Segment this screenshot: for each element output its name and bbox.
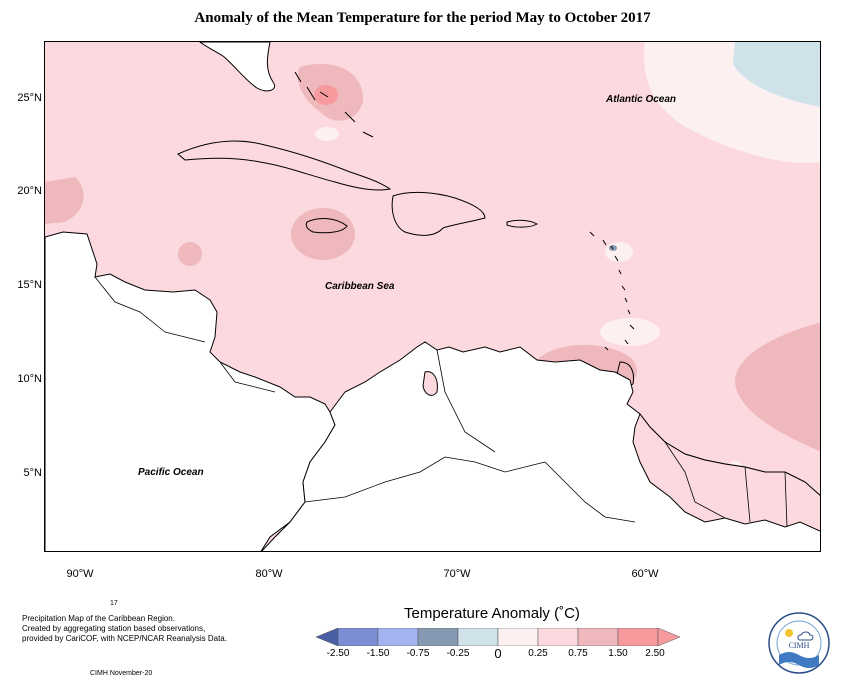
legend-tick-3: -0.25 bbox=[446, 648, 470, 659]
lon-label-90w: 90°W bbox=[66, 568, 94, 580]
lat-label-25n: 25°N bbox=[17, 92, 42, 104]
footnote-credit: CIMH November-20 bbox=[90, 670, 153, 677]
anomaly-warm-jamaica bbox=[291, 208, 355, 260]
legend-tick-2: -0.75 bbox=[406, 648, 430, 659]
legend-swatch-5 bbox=[497, 628, 539, 646]
label-atlantic-ocean: Atlantic Ocean bbox=[606, 94, 677, 105]
anomaly-neutral-lesser-antilles bbox=[605, 242, 633, 262]
footnote-line-3: provided by CariCOF, with NCEP/NCAR Rean… bbox=[22, 634, 227, 643]
legend-colorbar bbox=[316, 628, 681, 646]
cloud-icon bbox=[797, 631, 814, 641]
wave-icon bbox=[779, 652, 819, 668]
land-jamaica bbox=[305, 218, 348, 234]
legend-swatch-8 bbox=[617, 628, 659, 646]
footnote-number: 17 bbox=[110, 600, 118, 607]
label-pacific-ocean: Pacific Ocean bbox=[138, 467, 204, 478]
legend-swatch-2 bbox=[377, 628, 419, 646]
footnote-text: Precipitation Map of the Caribbean Regio… bbox=[22, 614, 227, 644]
lon-label-80w: 80°W bbox=[255, 568, 283, 580]
sun-icon bbox=[785, 629, 793, 637]
country-borders bbox=[94, 276, 788, 528]
land-cuba bbox=[177, 140, 392, 191]
map-title: Anomaly of the Mean Temperature for the … bbox=[194, 10, 651, 26]
anomaly-warm-east-atlantic bbox=[735, 322, 820, 452]
lat-label-5n: 5°N bbox=[23, 467, 42, 479]
legend-tick-7: 1.50 bbox=[608, 648, 628, 659]
lake-maracaibo bbox=[422, 371, 438, 396]
land-florida bbox=[199, 42, 275, 92]
legend-tick-4: 0 bbox=[494, 646, 502, 661]
anomaly-cool-spot bbox=[609, 245, 617, 251]
anomaly-neutral-cuba-north bbox=[315, 127, 339, 141]
legend-title: Temperature Anomaly (˚C) bbox=[404, 605, 580, 622]
land-puerto-rico bbox=[506, 219, 539, 228]
legend-tick-0: -2.50 bbox=[326, 648, 350, 659]
legend-swatch-7 bbox=[577, 628, 619, 646]
legend-swatch-0 bbox=[316, 628, 339, 646]
map-canvas bbox=[45, 42, 820, 551]
anomaly-cool-atlantic bbox=[733, 42, 820, 107]
legend-swatch-3 bbox=[417, 628, 459, 646]
land-guianas bbox=[632, 412, 820, 532]
logo-text: CIMH bbox=[789, 641, 810, 650]
anomaly-warm-yucatan bbox=[45, 177, 84, 224]
legend-swatch-4 bbox=[457, 628, 499, 646]
legend-tick-5: 0.25 bbox=[528, 648, 548, 659]
land-bahamas bbox=[294, 71, 374, 138]
anomaly-warm-honduras bbox=[178, 242, 202, 266]
map-panel bbox=[44, 41, 821, 552]
legend-tick-6: 0.75 bbox=[568, 648, 588, 659]
land-lesser-antilles bbox=[589, 231, 635, 351]
lat-label-20n: 20°N bbox=[17, 185, 42, 197]
cimh-logo: CIMH bbox=[768, 612, 830, 674]
anomaly-hot-bahamas bbox=[314, 85, 338, 105]
lat-label-15n: 15°N bbox=[17, 279, 42, 291]
label-caribbean-sea: Caribbean Sea bbox=[325, 281, 395, 292]
land-hispaniola bbox=[391, 191, 486, 236]
legend-swatch-9 bbox=[657, 628, 681, 646]
lon-label-60w: 60°W bbox=[631, 568, 659, 580]
legend-swatch-6 bbox=[537, 628, 579, 646]
anomaly-neutral-windward bbox=[600, 318, 660, 346]
lon-label-70w: 70°W bbox=[443, 568, 471, 580]
lat-label-10n: 10°N bbox=[17, 373, 42, 385]
legend-tick-8: 2.50 bbox=[645, 648, 665, 659]
legend-swatch-1 bbox=[337, 628, 379, 646]
footnote-line-1: Precipitation Map of the Caribbean Regio… bbox=[22, 614, 175, 623]
footnote-line-2: Created by aggregating station based obs… bbox=[22, 624, 206, 633]
legend-tick-1: -1.50 bbox=[366, 648, 390, 659]
